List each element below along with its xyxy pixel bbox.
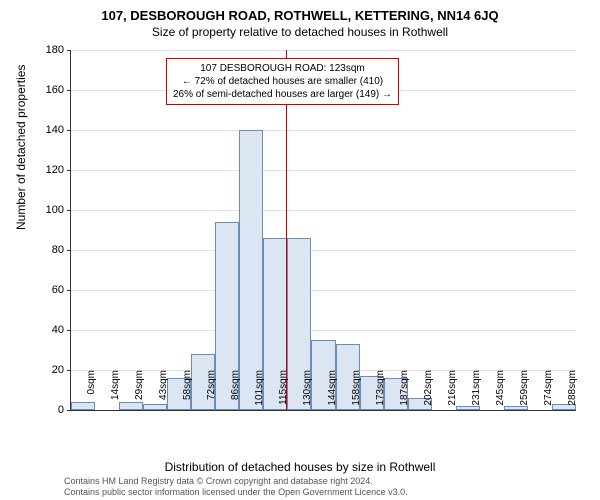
xtick-label: 144sqm [327, 370, 338, 415]
x-axis-label: Distribution of detached houses by size … [0, 460, 600, 474]
ytick-label: 80 [34, 244, 64, 256]
xtick-label: 274sqm [543, 370, 554, 415]
xtick-label: 115sqm [278, 370, 289, 415]
ytick-label: 120 [34, 164, 64, 176]
gridline [71, 330, 576, 331]
xtick-label: 86sqm [230, 370, 241, 415]
ytick-mark [67, 90, 71, 91]
xtick-label: 130sqm [302, 370, 313, 415]
gridline [71, 290, 576, 291]
chart-area: 107 DESBOROUGH ROAD: 123sqm ← 72% of det… [70, 50, 575, 410]
xtick-label: 231sqm [471, 370, 482, 415]
xtick-label: 173sqm [375, 370, 386, 415]
ytick-label: 40 [34, 324, 64, 336]
ytick-mark [67, 210, 71, 211]
xtick-label: 216sqm [447, 370, 458, 415]
ytick-label: 20 [34, 364, 64, 376]
ytick-label: 60 [34, 284, 64, 296]
xtick-label: 245sqm [495, 370, 506, 415]
gridline [71, 170, 576, 171]
xtick-label: 29sqm [134, 370, 145, 415]
xtick-label: 202sqm [423, 370, 434, 415]
ytick-mark [67, 330, 71, 331]
ytick-mark [67, 250, 71, 251]
ytick-mark [67, 370, 71, 371]
gridline [71, 210, 576, 211]
xtick-label: 187sqm [399, 370, 410, 415]
ytick-label: 100 [34, 204, 64, 216]
ytick-mark [67, 50, 71, 51]
histogram-bar [239, 130, 263, 410]
gridline [71, 50, 576, 51]
y-axis-label: Number of detached properties [14, 65, 28, 230]
xtick-label: 288sqm [567, 370, 578, 415]
annotation-line-2: ← 72% of detached houses are smaller (41… [173, 75, 392, 88]
footer-line-2: Contains public sector information licen… [64, 487, 408, 498]
ytick-label: 180 [34, 44, 64, 56]
xtick-label: 259sqm [519, 370, 530, 415]
chart-title: 107, DESBOROUGH ROAD, ROTHWELL, KETTERIN… [0, 0, 600, 23]
gridline [71, 130, 576, 131]
ytick-label: 0 [34, 404, 64, 416]
ytick-mark [67, 410, 71, 411]
ytick-mark [67, 170, 71, 171]
xtick-label: 58sqm [182, 370, 193, 415]
xtick-label: 43sqm [158, 370, 169, 415]
xtick-label: 0sqm [86, 370, 97, 415]
ytick-mark [67, 290, 71, 291]
xtick-label: 72sqm [206, 370, 217, 415]
xtick-label: 101sqm [254, 370, 265, 415]
chart-subtitle: Size of property relative to detached ho… [0, 23, 600, 39]
gridline [71, 250, 576, 251]
footer-attribution: Contains HM Land Registry data © Crown c… [64, 476, 408, 498]
ytick-mark [67, 130, 71, 131]
annotation-line-1: 107 DESBOROUGH ROAD: 123sqm [173, 62, 392, 75]
annotation-line-3: 26% of semi-detached houses are larger (… [173, 88, 392, 101]
ytick-label: 160 [34, 84, 64, 96]
ytick-label: 140 [34, 124, 64, 136]
annotation-box: 107 DESBOROUGH ROAD: 123sqm ← 72% of det… [166, 58, 399, 105]
xtick-label: 14sqm [110, 370, 121, 415]
xtick-label: 158sqm [351, 370, 362, 415]
footer-line-1: Contains HM Land Registry data © Crown c… [64, 476, 408, 487]
